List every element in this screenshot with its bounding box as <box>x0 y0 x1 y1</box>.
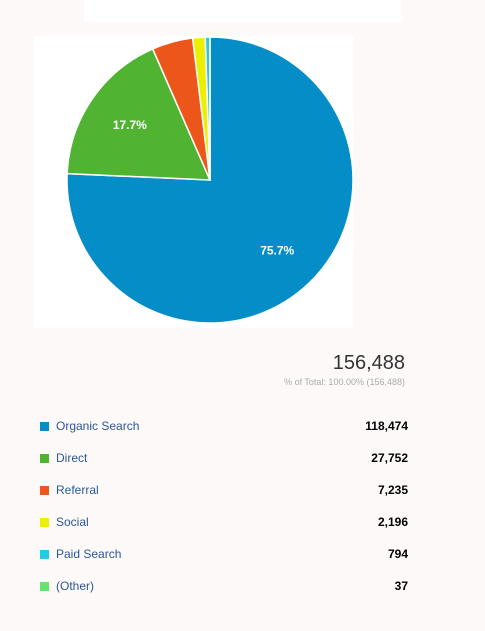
legend-label[interactable]: Referral <box>56 483 99 497</box>
pie-slice-label: 17.7% <box>113 118 147 132</box>
total-block: 156,488 % of Total: 100.00% (156,488) <box>284 352 405 388</box>
legend-row-referral: Referral 7,235 <box>40 474 408 506</box>
legend-row-organic-search: Organic Search 118,474 <box>40 410 408 442</box>
legend-swatch <box>40 421 49 431</box>
legend-value: 794 <box>387 547 408 561</box>
legend-label[interactable]: Paid Search <box>56 547 122 561</box>
legend-row-social: Social 2,196 <box>40 506 408 538</box>
top-strip <box>84 0 402 22</box>
legend-swatch <box>40 517 49 527</box>
total-value: 156,488 <box>332 352 405 374</box>
legend-swatch <box>40 549 49 559</box>
legend-label[interactable]: Direct <box>56 451 88 465</box>
legend-swatch <box>40 581 49 591</box>
legend-label[interactable]: Organic Search <box>56 419 140 433</box>
legend-value: 7,235 <box>377 483 408 497</box>
pie-chart-panel: 75.7% 17.7% <box>34 36 354 328</box>
total-percentage: % of Total: 100.00% (156,488) <box>284 377 405 387</box>
pie-chart: 75.7% 17.7% <box>66 36 354 324</box>
pie-slice-label: 75.7% <box>260 243 294 257</box>
legend-label[interactable]: (Other) <box>56 579 95 593</box>
pie-slice-direct[interactable] <box>66 47 212 181</box>
legend-swatch <box>40 485 49 495</box>
legend-value: 118,474 <box>365 419 408 433</box>
legend-row-paid-search: Paid Search 794 <box>40 538 408 570</box>
legend-value: 27,752 <box>371 451 408 465</box>
legend-swatch <box>40 453 49 463</box>
legend-row-other: (Other) 37 <box>40 570 408 602</box>
legend-label[interactable]: Social <box>56 515 89 529</box>
legend-value: 2,196 <box>377 515 408 529</box>
legend-row-direct: Direct 27,752 <box>40 442 408 474</box>
legend-value: 37 <box>394 579 408 593</box>
legend: Organic Search 118,474 Direct 27,752 Ref… <box>40 410 408 602</box>
